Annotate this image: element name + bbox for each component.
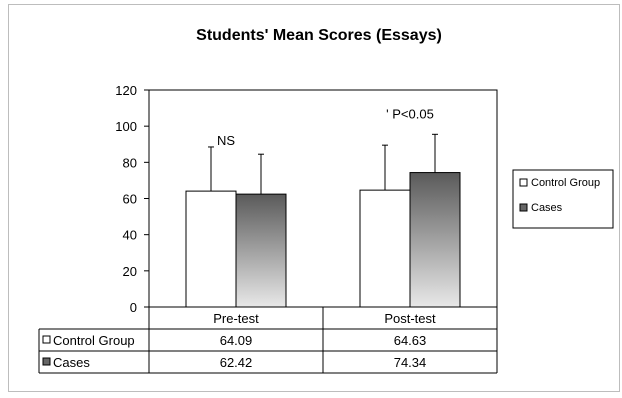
table-value: 74.34 [394, 355, 427, 370]
category-label: Pre-test [213, 311, 259, 326]
bar-cases [235, 193, 287, 308]
bar-chart: Students' Mean Scores (Essays) 0 20 40 60 80… [38, 27, 614, 374]
table-series-label: Cases [53, 355, 90, 370]
table-legend-swatch [42, 357, 51, 366]
legend-swatch [519, 203, 528, 212]
table-value: 62.42 [220, 355, 253, 370]
y-tick-label: 60 [123, 192, 137, 207]
y-tick-label: 80 [123, 155, 137, 170]
significance-annotation: NS [217, 133, 235, 148]
bar-control-group [185, 190, 237, 308]
chart-frame: Students' Mean Scores (Essays) 0 20 40 60 80… [8, 4, 620, 392]
legend-entry: Control Group [531, 177, 600, 189]
chart-title: Students' Mean Scores (Essays) [196, 27, 442, 44]
table-value: 64.09 [220, 333, 253, 348]
y-tick-label: 100 [115, 119, 137, 134]
legend-swatch [519, 178, 528, 187]
y-tick-label: 40 [123, 228, 137, 243]
bar-control-group [359, 189, 411, 308]
y-tick-label: 120 [115, 83, 137, 98]
legend-box [512, 169, 614, 229]
table-value: 64.63 [394, 333, 427, 348]
legend-entry: Cases [531, 202, 563, 214]
table-series-label: Control Group [53, 333, 135, 348]
y-tick-label: 0 [130, 300, 137, 315]
category-label: Post-test [384, 311, 436, 326]
significance-annotation: ' P<0.05 [386, 106, 434, 121]
y-tick-label: 20 [123, 264, 137, 279]
table-legend-swatch [42, 335, 51, 344]
bar-cases [409, 172, 461, 308]
